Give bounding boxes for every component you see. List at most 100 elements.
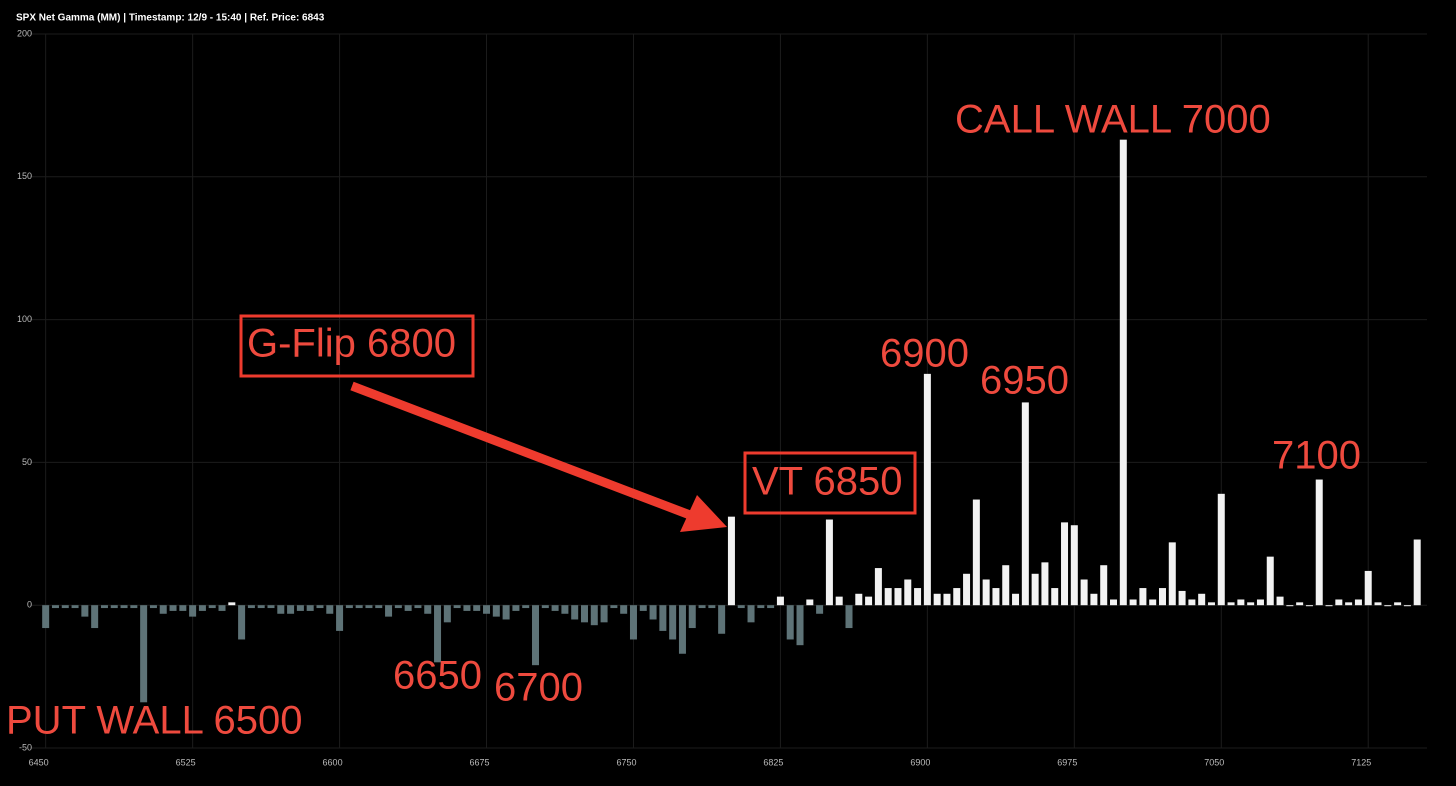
bar bbox=[414, 605, 422, 609]
bar bbox=[737, 605, 745, 609]
bar bbox=[1413, 539, 1421, 606]
bar bbox=[561, 605, 569, 614]
bar bbox=[610, 605, 618, 609]
bar bbox=[580, 605, 588, 623]
bar bbox=[443, 605, 451, 623]
annotation: 6650 bbox=[393, 654, 482, 698]
bar bbox=[1315, 479, 1323, 606]
y-tick-label: 0 bbox=[27, 600, 32, 610]
x-tick-label: 6525 bbox=[176, 757, 196, 767]
bar bbox=[100, 605, 108, 609]
bar bbox=[590, 605, 598, 626]
bar bbox=[943, 593, 951, 606]
bar bbox=[277, 605, 285, 614]
bar bbox=[169, 605, 177, 611]
bar bbox=[923, 373, 931, 606]
bar bbox=[385, 605, 393, 617]
bar bbox=[424, 605, 432, 614]
grid: 200 150 100 50 0 -50 6450 6525 6600 6675 6750 6825 6… bbox=[17, 28, 1427, 767]
x-tick-label: 6975 bbox=[1057, 757, 1077, 767]
bar bbox=[1012, 593, 1020, 606]
annotation: 7100 bbox=[1272, 434, 1361, 478]
bar bbox=[1080, 579, 1088, 606]
x-tick-label: 6900 bbox=[910, 757, 930, 767]
annotation: VT 6850 bbox=[752, 460, 903, 504]
annotation: 6900 bbox=[880, 332, 969, 376]
bar bbox=[659, 605, 667, 631]
annotation: CALL WALL 7000 bbox=[955, 98, 1271, 142]
bar bbox=[894, 588, 902, 606]
bar bbox=[1237, 599, 1245, 606]
bar bbox=[884, 588, 892, 606]
bar bbox=[825, 519, 833, 606]
bar bbox=[963, 573, 971, 606]
bar bbox=[140, 605, 148, 703]
bar bbox=[1139, 588, 1147, 606]
annotation: 6950 bbox=[980, 359, 1069, 403]
x-tick-label: 7125 bbox=[1351, 757, 1371, 767]
bar bbox=[1031, 573, 1039, 606]
bar bbox=[1061, 522, 1069, 606]
bar bbox=[1296, 602, 1304, 606]
y-tick-label: 100 bbox=[17, 314, 32, 324]
bar bbox=[149, 605, 157, 609]
bar bbox=[267, 605, 275, 609]
annotation-box bbox=[239, 314, 475, 378]
bar bbox=[1305, 605, 1313, 607]
bars bbox=[42, 139, 1421, 703]
bar bbox=[757, 605, 765, 609]
bar bbox=[1286, 605, 1294, 607]
bar bbox=[434, 605, 442, 663]
bar bbox=[375, 605, 383, 609]
bar bbox=[1129, 599, 1137, 606]
bar bbox=[345, 605, 353, 609]
bar bbox=[1149, 599, 1157, 606]
bar bbox=[110, 605, 118, 609]
bar bbox=[365, 605, 373, 609]
bar bbox=[1276, 596, 1284, 606]
bar bbox=[1188, 599, 1196, 606]
bar bbox=[904, 579, 912, 606]
bar bbox=[51, 605, 59, 609]
bar bbox=[81, 605, 89, 617]
bar bbox=[806, 599, 814, 606]
bar bbox=[972, 499, 980, 606]
bar bbox=[218, 605, 226, 611]
annotation-box bbox=[743, 451, 917, 515]
bar bbox=[120, 605, 128, 609]
bar bbox=[1364, 570, 1372, 606]
bar bbox=[1100, 565, 1108, 606]
y-tick-label: 200 bbox=[17, 28, 32, 38]
bar bbox=[453, 605, 461, 609]
x-tick-label: 6600 bbox=[323, 757, 343, 767]
bar bbox=[835, 596, 843, 606]
x-tick-label: 6450 bbox=[29, 757, 49, 767]
bar bbox=[747, 605, 755, 623]
bar bbox=[855, 593, 863, 606]
bar bbox=[1345, 602, 1353, 606]
bar bbox=[483, 605, 491, 614]
arrow-head bbox=[680, 495, 727, 532]
bar bbox=[571, 605, 579, 620]
bar bbox=[198, 605, 206, 611]
bar bbox=[953, 588, 961, 606]
bar bbox=[1158, 588, 1166, 606]
bar bbox=[678, 605, 686, 654]
bar bbox=[247, 605, 255, 609]
bar bbox=[1198, 593, 1206, 606]
bar bbox=[1247, 602, 1255, 606]
bar bbox=[257, 605, 265, 609]
bar bbox=[355, 605, 363, 609]
bar bbox=[620, 605, 628, 614]
bar bbox=[914, 588, 922, 606]
y-tick-label: 50 bbox=[22, 457, 32, 467]
bar bbox=[42, 605, 50, 629]
bar bbox=[326, 605, 334, 614]
bar bbox=[1119, 139, 1127, 606]
bar bbox=[1090, 593, 1098, 606]
bar bbox=[1070, 525, 1078, 606]
bar bbox=[688, 605, 696, 629]
bar bbox=[522, 605, 530, 609]
annotation: PUT WALL 6500 bbox=[6, 699, 302, 743]
